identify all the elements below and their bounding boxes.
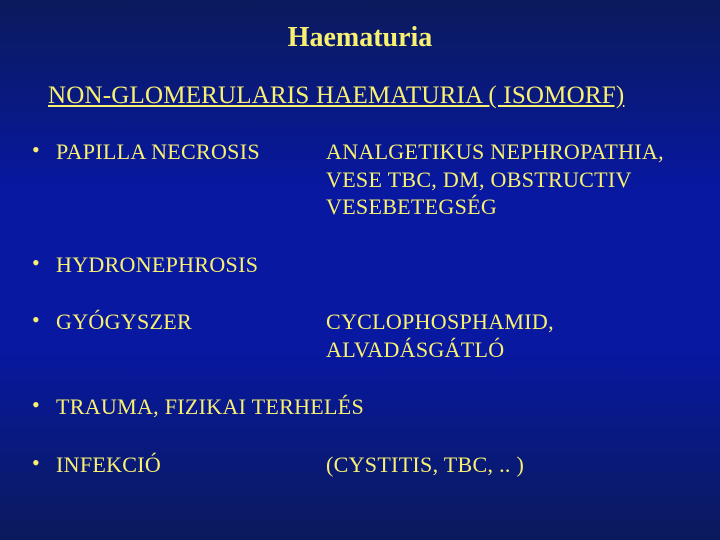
bullet-icon: • xyxy=(30,451,56,475)
row-term: TRAUMA, FIZIKAI TERHELÉS xyxy=(56,393,364,421)
row-term: PAPILLA NECROSIS xyxy=(56,138,326,166)
slide-subtitle: NON-GLOMERULARIS HAEMATURIA ( ISOMORF) xyxy=(48,82,690,110)
bullet-icon: • xyxy=(30,251,56,275)
row-desc: (CYSTITIS, TBC, .. ) xyxy=(326,451,690,479)
bullet-icon: • xyxy=(30,308,56,332)
row-term: INFEKCIÓ xyxy=(56,451,326,479)
row-term: HYDRONEPHROSIS xyxy=(56,251,326,279)
bullet-row: • PAPILLA NECROSIS ANALGETIKUS NEPHROPAT… xyxy=(30,138,690,221)
row-term: GYÓGYSZER xyxy=(56,308,326,336)
bullet-row: • HYDRONEPHROSIS xyxy=(30,251,690,279)
slide-title: Haematuria xyxy=(30,22,690,54)
bullet-icon: • xyxy=(30,138,56,162)
bullet-row: • TRAUMA, FIZIKAI TERHELÉS xyxy=(30,393,690,421)
row-desc: CYCLOPHOSPHAMID, ALVADÁSGÁTLÓ xyxy=(326,308,690,363)
bullet-row: • GYÓGYSZER CYCLOPHOSPHAMID, ALVADÁSGÁTL… xyxy=(30,308,690,363)
bullet-row: • INFEKCIÓ (CYSTITIS, TBC, .. ) xyxy=(30,451,690,479)
slide: Haematuria NON-GLOMERULARIS HAEMATURIA (… xyxy=(0,0,720,540)
bullet-icon: • xyxy=(30,393,56,417)
row-desc: ANALGETIKUS NEPHROPATHIA, VESE TBC, DM, … xyxy=(326,138,690,221)
